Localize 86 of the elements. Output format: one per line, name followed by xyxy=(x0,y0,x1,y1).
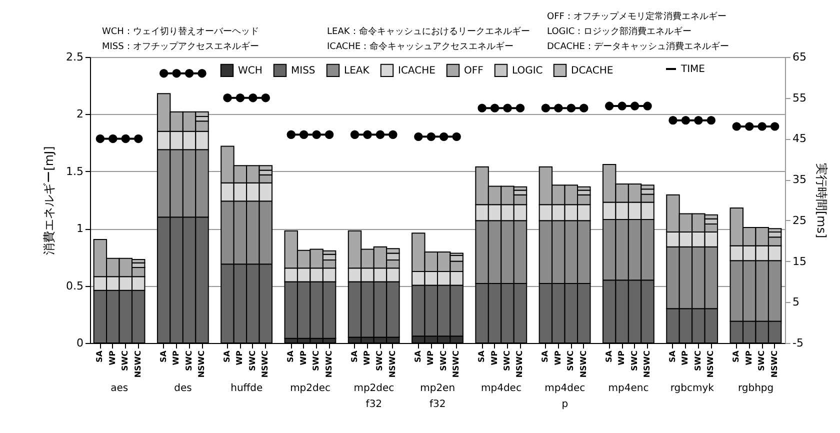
x-tick-label: WP xyxy=(680,350,690,366)
text: MISS：オフチップアクセスエネルギー xyxy=(102,41,259,52)
x-tick-label: WP xyxy=(362,350,372,366)
text: mp4enc xyxy=(608,383,649,394)
y-axis-title: 消費エネルギー[mJ] xyxy=(42,146,56,255)
x-tick-label: WP xyxy=(426,350,436,366)
legend-label: ICACHE xyxy=(398,65,436,76)
y2-tick-label: 25 xyxy=(792,214,806,227)
text: rgbhpg xyxy=(738,383,774,394)
legend-label: MISS xyxy=(291,65,316,76)
text: mp2en f32 xyxy=(420,383,456,410)
x-tick-label: SA xyxy=(540,350,550,362)
x-tick-label: WP xyxy=(172,350,181,366)
x-tick-label: SA xyxy=(668,350,677,362)
y-tick-label: 0 xyxy=(76,336,84,350)
y-tick-label: 1 xyxy=(76,222,84,236)
x-tick-label: WP xyxy=(108,350,117,366)
x-tick-label: SA xyxy=(222,350,232,362)
y-tick-label: 2 xyxy=(76,108,84,121)
x-tick-label: NSWC xyxy=(706,350,716,378)
x-tick-label: SWC xyxy=(120,350,130,371)
x-tick-label: WP xyxy=(235,350,244,366)
x-tick-label: SA xyxy=(477,350,486,362)
x-tick-label: SWC xyxy=(502,350,512,371)
x-tick-label: SA xyxy=(604,350,614,362)
x-tick-label: NSWC xyxy=(133,350,142,378)
text: mp2dec f32 xyxy=(354,383,394,410)
text: mp2dec xyxy=(290,383,331,394)
y2-tick-label: -5 xyxy=(792,336,804,350)
text: mp4dec xyxy=(480,383,522,394)
legend-label: DCACHE xyxy=(571,65,614,76)
text: DCACHE：データキャッシュ消費エネルギー xyxy=(547,41,729,52)
legend-label: LOGIC xyxy=(512,65,543,76)
legend-label: WCH xyxy=(238,65,262,76)
x-tick-label: SWC xyxy=(693,350,702,371)
text: aes xyxy=(110,383,128,394)
x-tick-label: WP xyxy=(298,350,308,366)
text: des xyxy=(174,383,192,394)
legend-label: TIME xyxy=(680,64,706,75)
y2-tick-label: 55 xyxy=(792,91,806,104)
x-tick-label: WP xyxy=(744,350,754,366)
x-tick-label: SA xyxy=(286,350,296,362)
x-tick-label: SWC xyxy=(566,350,576,371)
x-tick-label: WP xyxy=(617,350,626,366)
text: WCH：ウェイ切り替えオーバーヘッド xyxy=(102,26,259,37)
text: ICACHE：命令キャッシュアクセスエネルギー xyxy=(327,41,514,52)
x-tick-label: SA xyxy=(732,350,741,362)
text: mp4dec p xyxy=(544,383,586,410)
x-tick-label: SA xyxy=(158,350,168,362)
x-tick-label: SA xyxy=(413,350,422,362)
x-tick-label: NSWC xyxy=(642,350,652,378)
legend-label: LEAK xyxy=(344,65,370,76)
x-tick-label: SWC xyxy=(438,350,448,371)
x-tick-label: WP xyxy=(490,350,499,366)
y2-tick-label: 45 xyxy=(792,132,806,146)
x-tick-label: NSWC xyxy=(197,350,206,378)
text: huffde xyxy=(230,383,263,394)
x-tick-label: NSWC xyxy=(260,350,270,378)
x-tick-label: NSWC xyxy=(388,350,397,378)
x-tick-label: NSWC xyxy=(324,350,334,378)
legend-label: OFF xyxy=(464,65,484,76)
y2-axis-title: 実行時間[ms] xyxy=(814,162,828,238)
x-tick-label: SWC xyxy=(248,350,257,371)
x-tick-label: SWC xyxy=(757,350,766,371)
y2-tick-label: 15 xyxy=(792,254,806,268)
text: rgbcmyk xyxy=(670,383,714,394)
y-tick-label: 2.5 xyxy=(66,50,84,64)
x-tick-label: SWC xyxy=(375,350,384,371)
x-tick-label: SWC xyxy=(312,350,321,371)
y-tick-label: 1.5 xyxy=(66,164,84,178)
text: LEAK：命令キャッシュにおけるリークエネルギー xyxy=(327,26,530,37)
text: LOGIC：ロジック部消費エネルギー xyxy=(547,26,692,37)
x-tick-label: SWC xyxy=(184,350,194,371)
x-tick-label: SWC xyxy=(630,350,639,371)
x-tick-label: SA xyxy=(95,350,104,362)
y2-tick-label: 5 xyxy=(792,296,800,309)
y-tick-label: 0.5 xyxy=(66,279,84,292)
text: OFF：オフチップメモリ定常消費エネルギー xyxy=(547,11,726,22)
x-tick-label: NSWC xyxy=(770,350,779,378)
x-tick-label: NSWC xyxy=(452,350,461,378)
y2-tick-label: 65 xyxy=(792,50,806,64)
x-tick-label: SA xyxy=(350,350,359,362)
x-tick-label: WP xyxy=(553,350,562,366)
x-tick-label: NSWC xyxy=(578,350,588,378)
y2-tick-label: 35 xyxy=(792,173,806,186)
x-tick-label: NSWC xyxy=(515,350,524,378)
